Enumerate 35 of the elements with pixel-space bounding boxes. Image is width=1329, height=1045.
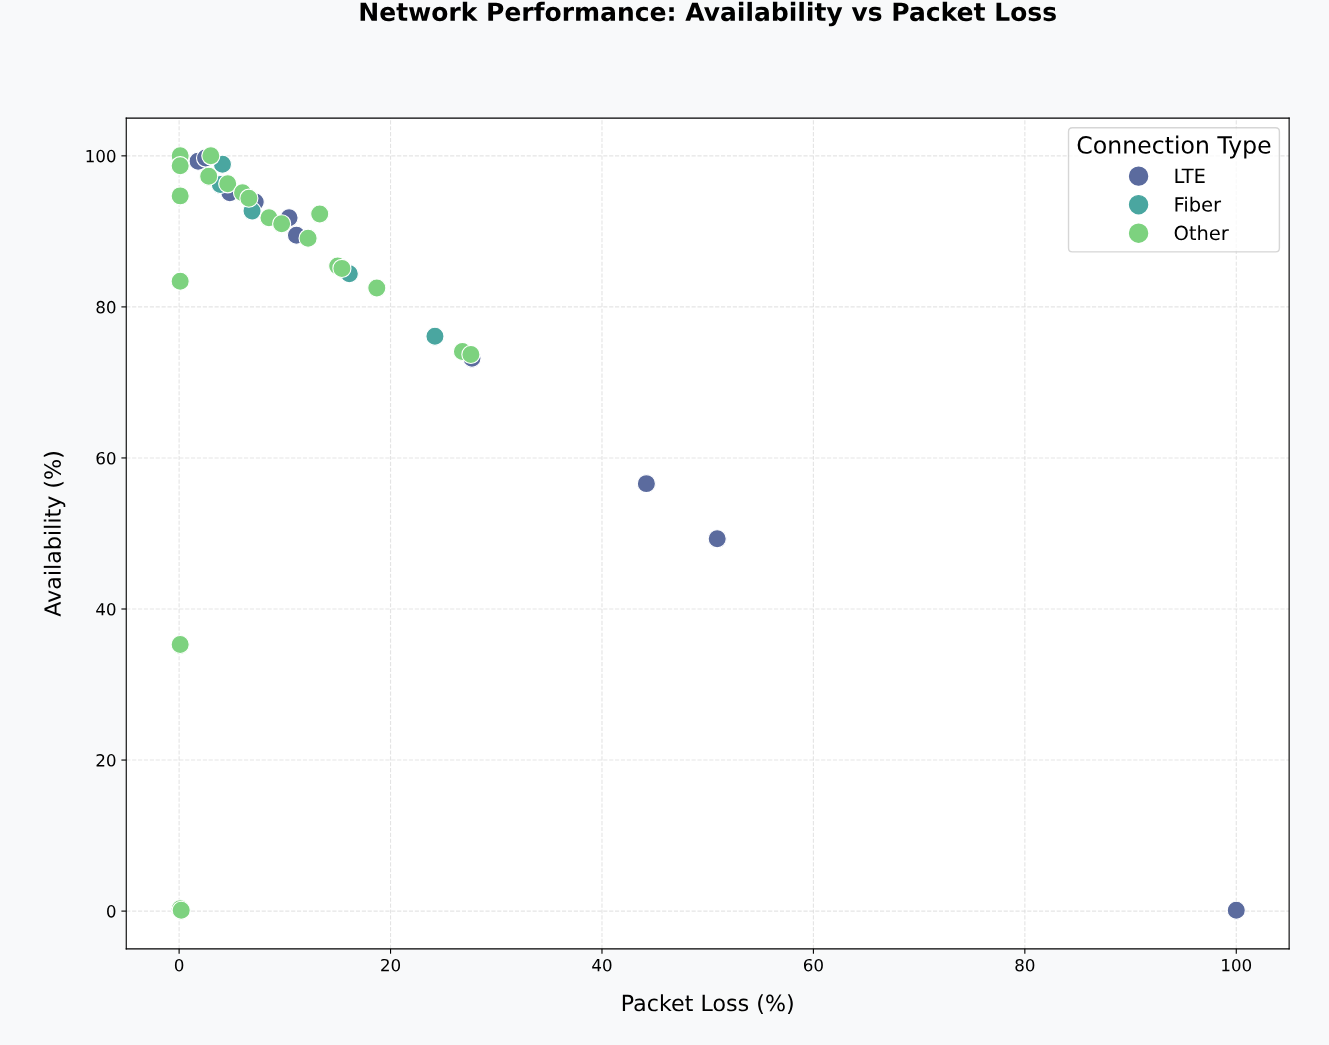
chart-title: Network Performance: Availability vs Packet Loss: [360, 1, 1056, 27]
y-axis-title: Availability (%): [43, 452, 66, 617]
x-tick-label: 80: [1015, 958, 1035, 972]
point: [218, 174, 238, 194]
legend-label: LTE: [1175, 168, 1205, 183]
point: [298, 228, 318, 248]
point: [636, 474, 656, 494]
x-axis-title: Packet Loss (%): [622, 994, 793, 1014]
point: [707, 529, 727, 549]
point: [170, 156, 190, 176]
point: [199, 166, 219, 186]
point: [425, 326, 445, 346]
legend-label: Other: [1174, 225, 1229, 241]
x-tick-label: 20: [381, 958, 401, 972]
x-tick-label: 40: [592, 958, 612, 972]
y-tick-label: 80: [96, 300, 116, 314]
y-tick-label: 60: [96, 451, 116, 465]
point: [170, 634, 190, 655]
point: [310, 204, 330, 224]
point: [239, 188, 259, 208]
y-tick-label: 20: [96, 754, 116, 767]
point: [170, 186, 190, 206]
y-tick-label: 40: [96, 602, 116, 616]
y-tick-label: 100: [86, 149, 116, 163]
legend-title: Connection Type: [1077, 135, 1271, 159]
legend-label: Fiber: [1175, 196, 1222, 212]
point: [170, 271, 190, 291]
point: [201, 146, 221, 166]
point: [272, 214, 292, 234]
x-tick-label: 0: [174, 958, 184, 972]
point: [367, 278, 387, 298]
y-tick-label: 0: [107, 905, 116, 918]
x-tick-label: 60: [803, 958, 823, 972]
point: [1226, 900, 1246, 920]
x-tick-label: 100: [1222, 958, 1252, 972]
